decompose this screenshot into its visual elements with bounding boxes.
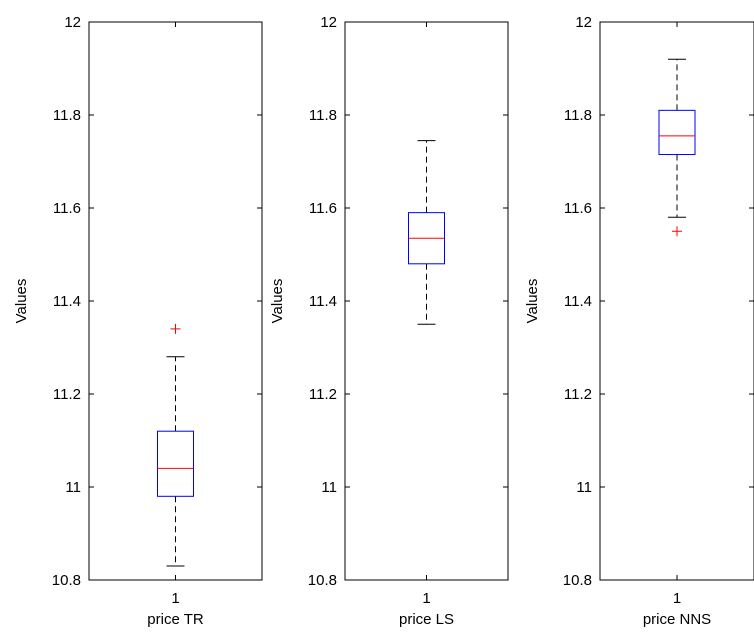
y-axis-label: Values xyxy=(524,279,541,324)
y-tick-label: 11.6 xyxy=(309,200,337,217)
y-tick-label: 11 xyxy=(321,479,337,496)
y-tick-label: 11.8 xyxy=(564,107,592,124)
iqr-box xyxy=(658,109,696,156)
y-tick-label: 12 xyxy=(320,14,337,31)
y-tick-label: 11.4 xyxy=(53,293,81,310)
subplot-3: 10.8 11 11.2 11.4 11.6 11.8 12 1 price NNS Values xyxy=(524,14,754,628)
y-axis-label: Values xyxy=(269,279,286,324)
y-tick-label: 11.2 xyxy=(309,386,337,403)
axes-frame xyxy=(344,21,509,581)
y-axis-label: Values xyxy=(13,279,30,324)
outlier-marker xyxy=(170,323,181,334)
outlier-marker xyxy=(672,226,682,237)
y-tick-label: 11.4 xyxy=(309,293,337,310)
y-tick-label: 12 xyxy=(575,14,592,31)
y-tick-label: 11.8 xyxy=(53,107,81,124)
y-tick-label: 12 xyxy=(64,14,81,31)
y-tick-label: 11.4 xyxy=(564,293,592,310)
subplot-1: 10.8 11 11.2 11.4 11.6 11.8 12 1 price TR Values xyxy=(13,14,263,628)
y-tick-label: 10.8 xyxy=(563,572,592,589)
y-tick-label: 10.8 xyxy=(52,572,81,589)
y-tick-label: 10.8 xyxy=(308,572,337,589)
y-tick-label: 11.2 xyxy=(53,386,81,403)
iqr-box xyxy=(157,430,194,497)
x-tick-label: 1 xyxy=(673,590,681,607)
x-axis-label: price LS xyxy=(399,611,454,628)
y-tick-label: 11.6 xyxy=(53,200,81,217)
x-tick-label: 1 xyxy=(422,590,430,607)
x-axis-label: price TR xyxy=(147,611,204,628)
y-tick-label: 11.6 xyxy=(564,200,592,217)
x-tick-label: 1 xyxy=(171,590,179,607)
y-tick-label: 11 xyxy=(65,479,81,496)
x-axis-label: price NNS xyxy=(643,611,711,628)
subplot-2: 10.8 11 11.2 11.4 11.6 11.8 12 1 price LS Values xyxy=(269,14,509,628)
y-tick-label: 11.2 xyxy=(564,386,592,403)
y-tick-label: 11.8 xyxy=(309,107,337,124)
y-tick-label: 11 xyxy=(576,479,592,496)
